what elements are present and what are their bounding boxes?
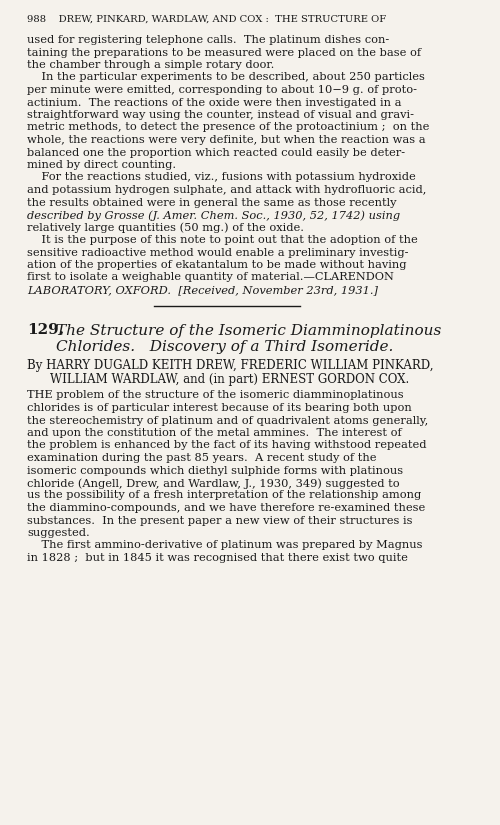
Text: the results obtained were in general the same as those recently: the results obtained were in general the… bbox=[27, 197, 396, 208]
Text: and upon the constitution of the metal ammines.  The interest of: and upon the constitution of the metal a… bbox=[27, 428, 402, 438]
Text: 988    DREW, PINKARD, WARDLAW, AND COX :  THE STRUCTURE OF: 988 DREW, PINKARD, WARDLAW, AND COX : TH… bbox=[27, 15, 386, 24]
Text: actinium.  The reactions of the oxide were then investigated in a: actinium. The reactions of the oxide wer… bbox=[27, 97, 402, 107]
Text: WILLIAM WARDLAW, and (in part) ERNEST GORDON COX.: WILLIAM WARDLAW, and (in part) ERNEST GO… bbox=[50, 373, 409, 385]
Text: us the possibility of a fresh interpretation of the relationship among: us the possibility of a fresh interpreta… bbox=[27, 491, 421, 501]
Text: The Structure of the Isomeric Diamminoplatinous: The Structure of the Isomeric Diamminopl… bbox=[56, 323, 442, 337]
Text: the chamber through a simple rotary door.: the chamber through a simple rotary door… bbox=[27, 60, 274, 70]
Text: It is the purpose of this note to point out that the adoption of the: It is the purpose of this note to point … bbox=[27, 235, 418, 245]
Text: Chlorides.   Discovery of a Third Isomeride.: Chlorides. Discovery of a Third Isomerid… bbox=[56, 340, 394, 353]
Text: whole, the reactions were very definite, but when the reaction was a: whole, the reactions were very definite,… bbox=[27, 135, 426, 145]
Text: per minute were emitted, corresponding to about 10−9 g. of proto-: per minute were emitted, corresponding t… bbox=[27, 85, 417, 95]
Text: isomeric compounds which diethyl sulphide forms with platinous: isomeric compounds which diethyl sulphid… bbox=[27, 465, 404, 475]
Text: ation of the properties of ekatantalum to be made without having: ation of the properties of ekatantalum t… bbox=[27, 260, 406, 270]
Text: chlorides is of particular interest because of its bearing both upon: chlorides is of particular interest beca… bbox=[27, 403, 412, 413]
Text: In the particular experiments to be described, about 250 particles: In the particular experiments to be desc… bbox=[27, 73, 425, 82]
Text: the diammino-compounds, and we have therefore re-examined these: the diammino-compounds, and we have ther… bbox=[27, 503, 425, 513]
Text: relatively large quantities (50 mg.) of the oxide.: relatively large quantities (50 mg.) of … bbox=[27, 223, 304, 233]
Text: balanced one the proportion which reacted could easily be deter-: balanced one the proportion which reacte… bbox=[27, 148, 406, 158]
Text: straightforward way using the counter, instead of visual and gravi-: straightforward way using the counter, i… bbox=[27, 110, 414, 120]
Text: taining the preparations to be measured were placed on the base of: taining the preparations to be measured … bbox=[27, 48, 421, 58]
Text: sensitive radioactive method would enable a preliminary investig-: sensitive radioactive method would enabl… bbox=[27, 248, 408, 257]
Text: For the reactions studied, viz., fusions with potassium hydroxide: For the reactions studied, viz., fusions… bbox=[27, 172, 416, 182]
Text: chloride (Angell, Drew, and Wardlaw, J., 1930, 349) suggested to: chloride (Angell, Drew, and Wardlaw, J.,… bbox=[27, 478, 400, 488]
Text: and potassium hydrogen sulphate, and attack with hydrofluoric acid,: and potassium hydrogen sulphate, and att… bbox=[27, 185, 426, 195]
Text: mined by direct counting.: mined by direct counting. bbox=[27, 160, 176, 170]
Text: THE problem of the structure of the isomeric diamminoplatinous: THE problem of the structure of the isom… bbox=[27, 390, 404, 400]
Text: described by Grosse (J. Amer. Chem. Soc., 1930, 52, 1742) using: described by Grosse (J. Amer. Chem. Soc.… bbox=[27, 210, 400, 220]
Text: substances.  In the present paper a new view of their structures is: substances. In the present paper a new v… bbox=[27, 516, 412, 526]
Text: The first ammino-derivative of platinum was prepared by Magnus: The first ammino-derivative of platinum … bbox=[27, 540, 422, 550]
Text: metric methods, to detect the presence of the protoactinium ;  on the: metric methods, to detect the presence o… bbox=[27, 122, 429, 133]
Text: used for registering telephone calls.  The platinum dishes con-: used for registering telephone calls. Th… bbox=[27, 35, 390, 45]
Text: the stereochemistry of platinum and of quadrivalent atoms generally,: the stereochemistry of platinum and of q… bbox=[27, 416, 428, 426]
Text: examination during the past 85 years.  A recent study of the: examination during the past 85 years. A … bbox=[27, 453, 376, 463]
Text: first to isolate a weighable quantity of material.—CLARENDON: first to isolate a weighable quantity of… bbox=[27, 272, 394, 282]
Text: suggested.: suggested. bbox=[27, 528, 90, 538]
Text: 129.: 129. bbox=[27, 323, 64, 337]
Text: in 1828 ;  but in 1845 it was recognised that there exist two quite: in 1828 ; but in 1845 it was recognised … bbox=[27, 553, 408, 563]
Text: By HARRY DUGALD KEITH DREW, FREDERIC WILLIAM PINKARD,: By HARRY DUGALD KEITH DREW, FREDERIC WIL… bbox=[27, 360, 434, 373]
Text: the problem is enhanced by the fact of its having withstood repeated: the problem is enhanced by the fact of i… bbox=[27, 441, 426, 450]
Text: LABORATORY, OXFORD.  [Received, November 23rd, 1931.]: LABORATORY, OXFORD. [Received, November … bbox=[27, 285, 378, 295]
